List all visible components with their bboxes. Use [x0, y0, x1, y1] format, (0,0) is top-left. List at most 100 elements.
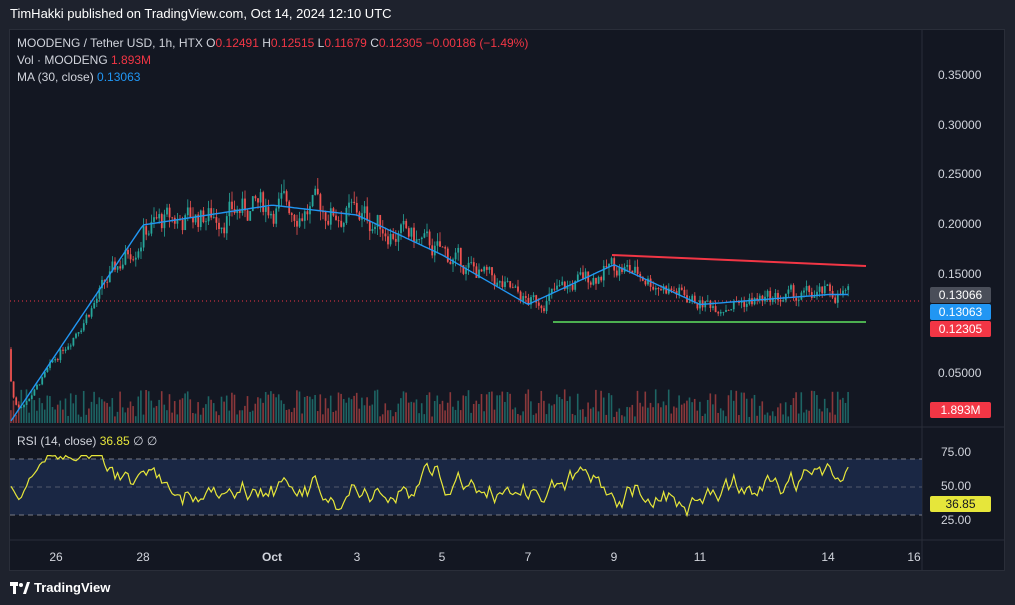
volume-bar — [413, 402, 415, 423]
candle-body — [478, 269, 480, 278]
price-tick: 0.15000 — [938, 267, 982, 281]
volume-bar — [576, 393, 579, 423]
volume-bar — [197, 402, 199, 423]
candle-body — [647, 278, 649, 285]
candle-body — [400, 224, 402, 234]
volume-bar — [686, 400, 688, 423]
candle-body — [644, 280, 647, 285]
candle-body — [192, 217, 194, 223]
volume-bar — [722, 410, 725, 423]
candle-body — [85, 314, 88, 324]
volume-bar — [166, 410, 168, 423]
symbol-label[interactable]: MOODENG / Tether USD, 1h, HTX — [17, 36, 203, 50]
volume-bar — [153, 407, 155, 423]
volume-bar — [88, 408, 90, 423]
candle-body — [816, 291, 818, 297]
candle-body — [626, 264, 629, 267]
price-tick: 0.05000 — [938, 366, 982, 380]
candle-body — [688, 301, 691, 303]
ma-label[interactable]: MA (30, close) — [17, 70, 94, 84]
candle-body — [95, 298, 98, 303]
volume-bar — [223, 401, 225, 423]
candle-body — [550, 288, 553, 294]
volume-bar — [478, 403, 480, 423]
candle-body — [576, 274, 579, 281]
volume-bar — [522, 411, 524, 423]
candle-body — [36, 384, 38, 390]
candle-body — [80, 330, 83, 333]
candle-body — [818, 286, 821, 292]
volume-bar — [171, 412, 173, 423]
volume-bar — [496, 395, 498, 423]
volume-bar — [25, 389, 28, 423]
volume-bar — [753, 394, 756, 423]
volume-bar — [54, 409, 56, 423]
candle-body — [498, 281, 501, 283]
volume-bar — [160, 391, 163, 423]
candle-body — [511, 287, 514, 289]
candle-body — [28, 398, 31, 402]
volume-bar — [543, 400, 545, 423]
candle-body — [197, 214, 200, 227]
volume-bar — [272, 393, 275, 423]
candle-body — [509, 281, 512, 288]
candle-body — [439, 241, 441, 247]
price-tick: 0.20000 — [938, 217, 982, 231]
candle-body — [54, 359, 57, 361]
candle-body — [738, 301, 740, 303]
candle-body — [790, 285, 792, 290]
volume-bar — [537, 403, 540, 423]
candle-body — [199, 210, 202, 227]
candle-body — [488, 267, 491, 270]
candle-body — [691, 295, 694, 302]
volume-bar — [12, 400, 15, 423]
volume-bar — [779, 403, 782, 423]
volume-bar — [332, 411, 335, 423]
ohlc-legend: MOODENG / Tether USD, 1h, HTX O0.12491 H… — [17, 36, 528, 51]
candle-body — [210, 208, 213, 218]
candle-body — [605, 265, 608, 268]
volume-bar — [670, 413, 673, 423]
volume-bar — [454, 409, 457, 423]
volume-bar — [72, 403, 75, 423]
candle-body — [277, 198, 280, 209]
volume-bar — [433, 400, 436, 423]
volume-bar — [387, 410, 389, 423]
candle-body — [535, 295, 538, 303]
candle-body — [480, 269, 483, 272]
volume-bar — [228, 410, 231, 423]
candle-body — [223, 227, 226, 234]
volume-bar — [678, 395, 680, 423]
volume-bar — [644, 391, 647, 423]
ma-value: 0.13063 — [97, 70, 141, 84]
candle-body — [714, 306, 717, 313]
rsi-label[interactable]: RSI (14, close) — [17, 434, 97, 448]
volume-bar — [121, 407, 124, 423]
volume-bar — [114, 416, 116, 423]
candle-body — [296, 220, 298, 227]
volume-bar — [64, 398, 67, 423]
volume-bar — [405, 392, 407, 423]
volume-label[interactable]: Vol · MOODENG — [17, 53, 108, 67]
volume-bar — [402, 391, 405, 423]
candle-body — [727, 310, 730, 311]
volume-bar — [428, 392, 431, 423]
candle-body — [407, 228, 410, 237]
volume-bar — [283, 403, 285, 423]
candle-body — [756, 298, 759, 300]
volume-bar — [834, 414, 836, 423]
volume-bar — [288, 409, 290, 423]
rsi-legend: RSI (14, close) 36.85 ∅ ∅ — [17, 434, 157, 449]
candle-body — [10, 349, 12, 382]
volume-bar — [584, 416, 587, 423]
tradingview-logo[interactable]: TradingView — [10, 580, 110, 595]
volume-bar — [439, 404, 441, 423]
candle-body — [215, 217, 218, 223]
volume-bar — [839, 399, 842, 423]
candle-body — [660, 289, 662, 291]
volume-bar — [303, 397, 306, 423]
time-tick: Oct — [261, 550, 283, 564]
candle-body — [59, 349, 62, 361]
volume-bar — [605, 414, 608, 423]
